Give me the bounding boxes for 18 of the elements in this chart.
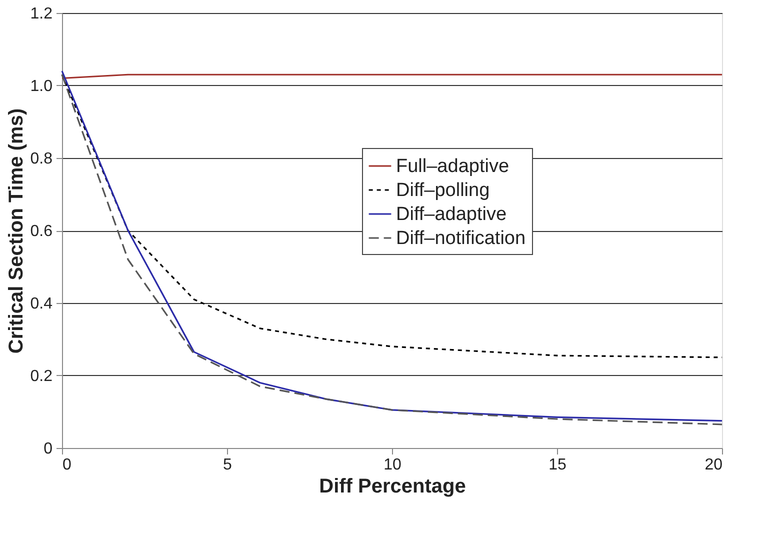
y-tick-label: 0.8 bbox=[30, 150, 53, 168]
y-tick-label: 0.2 bbox=[30, 368, 53, 385]
legend-label: Diff–polling bbox=[396, 180, 490, 201]
legend-label: Diff–adaptive bbox=[396, 204, 507, 225]
legend-label: Full–adaptive bbox=[396, 156, 510, 177]
x-tick-label: 20 bbox=[704, 456, 723, 474]
legend-label: Diff–notification bbox=[396, 228, 526, 249]
y-axis-title: Critical Section Time (ms) bbox=[5, 108, 28, 354]
x-tick-label: 15 bbox=[548, 456, 566, 474]
y-tick-label: 0.6 bbox=[30, 223, 53, 240]
x-axis-title: Diff Percentage bbox=[319, 476, 466, 498]
x-tick-label: 5 bbox=[223, 456, 232, 474]
y-tick-label: 1.2 bbox=[30, 6, 53, 22]
x-tick-label: 10 bbox=[384, 456, 402, 474]
y-tick-label: 0 bbox=[44, 440, 53, 458]
y-tick-label: 0.4 bbox=[30, 296, 53, 312]
x-tick-label: 0 bbox=[62, 456, 72, 474]
y-tick-label: 1.0 bbox=[30, 78, 53, 95]
